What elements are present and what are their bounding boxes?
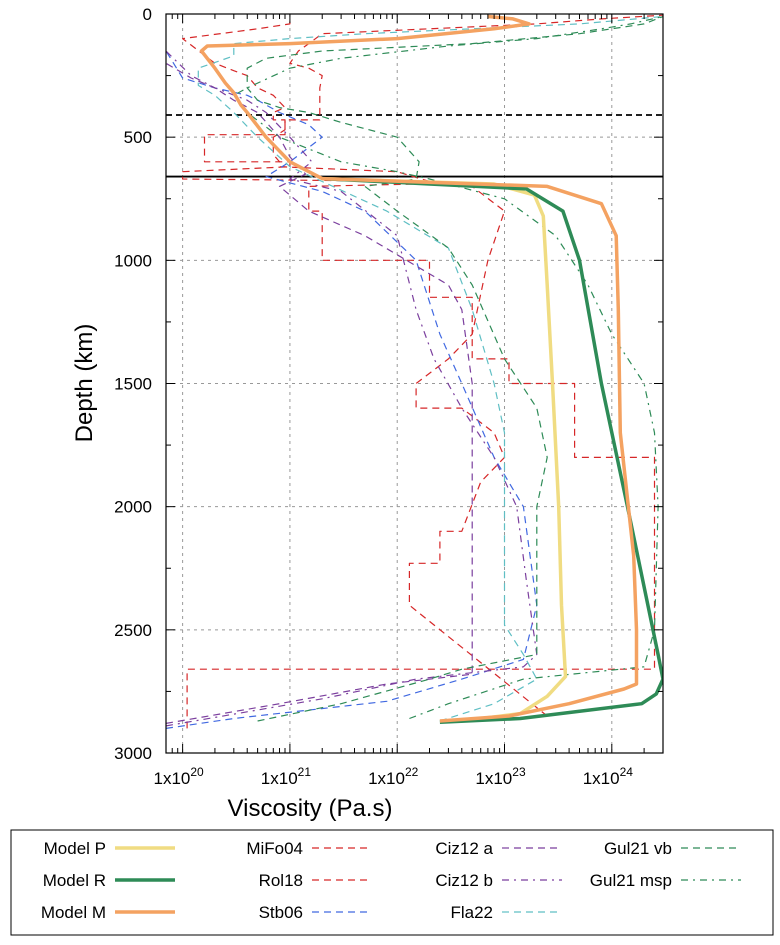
y-tick-label: 1500 [114, 375, 152, 394]
legend-label-fla22: Fla22 [450, 903, 493, 922]
legend-label-rol18: Rol18 [259, 871, 303, 890]
legend-label-model-p: Model P [44, 839, 106, 858]
reference-lines [166, 114, 663, 178]
grid-lines [166, 14, 663, 753]
x-tick-label: 1x1022 [368, 765, 419, 788]
legend-label-gul21-vb: Gul21 vb [604, 839, 672, 858]
series-line-gul21-vb [246, 15, 663, 722]
legend-label-model-r: Model R [43, 871, 106, 890]
legend-label-ciz12-a: Ciz12 a [435, 839, 493, 858]
series-line-ciz12-a [166, 62, 473, 724]
axis-ticks: 1x1020 1x1021 1x1022 1x1023 1x1024 0 500 1000 15… [114, 5, 664, 788]
legend-label-mifo04: MiFo04 [246, 839, 303, 858]
x-axis-title: Viscosity (Pa.s) [228, 795, 393, 822]
x-tick-label: 1x1021 [261, 765, 312, 788]
x-tick-label: 1x1023 [475, 765, 526, 788]
legend-label-stb06: Stb06 [259, 903, 303, 922]
series-line-mifo04 [182, 18, 656, 729]
series-line-stb06 [166, 50, 538, 729]
legend-label-ciz12-b: Ciz12 b [435, 871, 493, 890]
y-tick-label: 2000 [114, 498, 152, 517]
legend: Model P Model R Model M MiFo04 Rol18 Stb06 Ciz… [10, 829, 774, 936]
legend-label-model-m: Model M [41, 903, 106, 922]
series-line-model-m [199, 14, 639, 723]
y-tick-label: 500 [124, 128, 152, 147]
x-tick-label: 1x1020 [154, 765, 205, 788]
series-line-gul21-msp [233, 15, 663, 720]
plot-area [166, 14, 663, 729]
y-tick-label: 3000 [114, 744, 152, 763]
y-tick-label: 2500 [114, 621, 152, 640]
y-tick-label: 1000 [114, 251, 152, 270]
series-line-model-p [322, 176, 568, 723]
y-axis-title: Depth (km) [71, 324, 98, 443]
series-line-ciz12-b [166, 50, 538, 727]
legend-label-gul21-msp: Gul21 msp [590, 871, 672, 890]
series-line-fla22 [197, 15, 663, 722]
series-line-rol18 [182, 14, 663, 717]
x-tick-label: 1x1024 [583, 765, 634, 788]
y-tick-label: 0 [143, 5, 152, 24]
